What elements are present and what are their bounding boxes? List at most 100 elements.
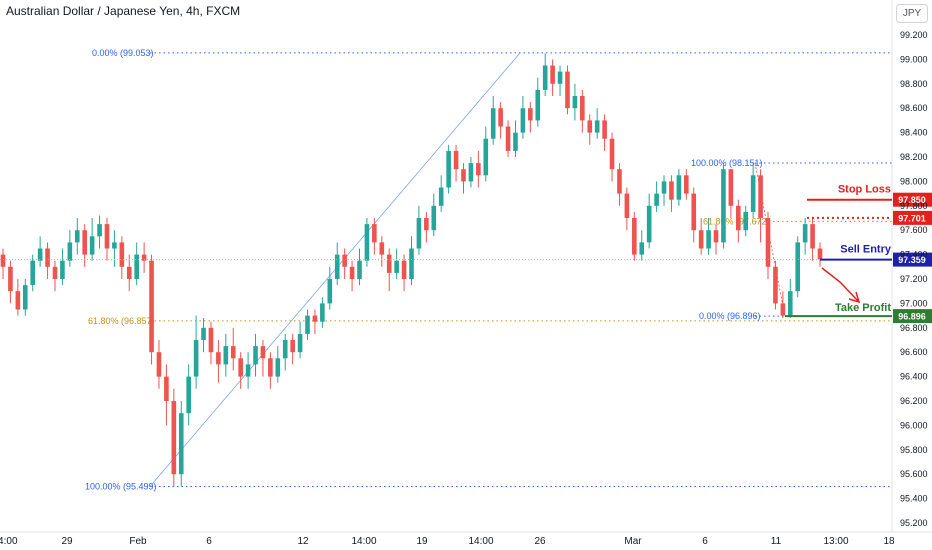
- x-tick-label: 11: [771, 536, 782, 547]
- candle-body: [97, 224, 102, 237]
- candle-body: [282, 340, 288, 359]
- y-tick-label: 95.400: [900, 494, 928, 504]
- candle-body: [372, 224, 377, 243]
- take-profit-price-tag: [893, 309, 932, 324]
- candle-body: [216, 352, 221, 365]
- x-tick-label: 29: [61, 536, 73, 547]
- candle-body: [587, 120, 593, 133]
- candle-body: [208, 327, 214, 353]
- candle-body: [684, 175, 689, 194]
- y-tick-label: 95.200: [900, 518, 928, 528]
- candle-body: [164, 376, 169, 401]
- candle-body: [126, 266, 132, 279]
- x-tick-label: 6: [206, 536, 212, 547]
- candle-body: [817, 248, 823, 260]
- axis-frame: [0, 0, 932, 533]
- candle-body: [424, 218, 429, 231]
- candle-body: [528, 108, 533, 121]
- y-tick-label: 96.800: [900, 323, 928, 333]
- candle-body: [721, 169, 726, 243]
- candle-body: [45, 248, 50, 267]
- fib-level-label: 0.00% (96.896): [699, 311, 761, 321]
- trade-annotations: Stop Loss 97.850 97.701 Sell Entry 97.359 Tak…: [0, 184, 932, 324]
- y-tick-label: 97.800: [900, 201, 928, 211]
- candle-body: [602, 120, 607, 139]
- candle-body: [82, 230, 88, 255]
- y-tick-label: 97.400: [900, 250, 928, 260]
- resistance-price-tag: [893, 210, 932, 225]
- candle-body: [609, 138, 615, 170]
- candle-body: [565, 71, 570, 109]
- candles: [0, 53, 823, 487]
- y-tick-label: 98.200: [900, 152, 928, 162]
- candle-body: [230, 346, 236, 359]
- x-tick-label: 19: [416, 536, 428, 547]
- candle-body: [713, 230, 719, 243]
- stop-loss-price: 97.850: [898, 195, 926, 205]
- take-profit-label: Take Profit: [835, 302, 891, 314]
- candle-body: [810, 224, 815, 249]
- x-tick-label: 14:00: [0, 536, 18, 547]
- x-tick-label: Feb: [129, 536, 147, 547]
- candle-body: [572, 96, 578, 109]
- candle-body: [171, 401, 177, 475]
- candle-body: [691, 193, 697, 231]
- fib-level-label: 100.00% (95.499): [85, 482, 157, 492]
- take-profit-price: 96.896: [898, 312, 926, 322]
- candle-body: [52, 266, 58, 279]
- candle-body: [706, 230, 711, 249]
- resistance-price: 97.701: [898, 213, 926, 223]
- stop-loss-price-tag: [893, 192, 932, 207]
- candle-body: [476, 163, 481, 176]
- x-tick-label: 14:00: [468, 536, 493, 547]
- candle-body: [0, 254, 6, 267]
- currency-badge[interactable]: JPY: [896, 4, 928, 23]
- candle-body: [550, 65, 555, 84]
- candle-body: [342, 254, 347, 267]
- y-tick-label: 95.600: [900, 469, 928, 479]
- candle-body: [490, 108, 496, 139]
- candle-body: [364, 224, 370, 261]
- candle-body: [409, 248, 414, 279]
- candle-body: [773, 266, 778, 304]
- candle-body: [401, 260, 407, 279]
- candle-body: [535, 89, 541, 121]
- x-tick-label: 18: [883, 536, 895, 547]
- x-tick-label: Mar: [624, 536, 642, 547]
- candle-body: [386, 254, 392, 273]
- candle-body: [787, 291, 793, 316]
- fibonacci-levels: 0.00% (99.053) 61.80% (96.857) 100.00% (95…: [85, 48, 892, 492]
- y-tick-label: 96.000: [900, 420, 928, 430]
- sell-entry-label: Sell Entry: [840, 244, 892, 256]
- candle-body: [238, 358, 243, 377]
- candle-body: [305, 315, 310, 334]
- candle-body: [624, 193, 630, 218]
- y-tick-label: 97.200: [900, 274, 928, 284]
- candle-body: [312, 315, 318, 322]
- y-tick-label: 97.000: [900, 298, 928, 308]
- candle-body: [186, 376, 191, 414]
- x-tick-label: 12: [297, 536, 309, 547]
- candle-body: [446, 150, 451, 188]
- candle-body: [513, 132, 518, 151]
- candle-body: [178, 413, 184, 475]
- candle-body: [743, 211, 749, 231]
- candle-body: [453, 150, 459, 170]
- fib-level-label: 61.80% (96.857): [88, 316, 155, 326]
- x-tick-label: 13:00: [823, 536, 848, 547]
- x-tick-label: 14:00: [351, 536, 376, 547]
- candle-body: [520, 108, 526, 133]
- candle-body: [498, 108, 503, 127]
- candle-body: [60, 260, 65, 279]
- candle-body: [268, 358, 273, 377]
- candle-body: [297, 333, 303, 353]
- y-tick-label: 96.200: [900, 396, 928, 406]
- candle-body: [735, 205, 741, 231]
- candle-body: [67, 242, 73, 261]
- candle-body: [141, 254, 147, 261]
- candle-body: [260, 346, 266, 359]
- candle-body: [483, 138, 489, 176]
- y-tick-label: 96.400: [900, 372, 928, 382]
- candle-body: [639, 242, 645, 255]
